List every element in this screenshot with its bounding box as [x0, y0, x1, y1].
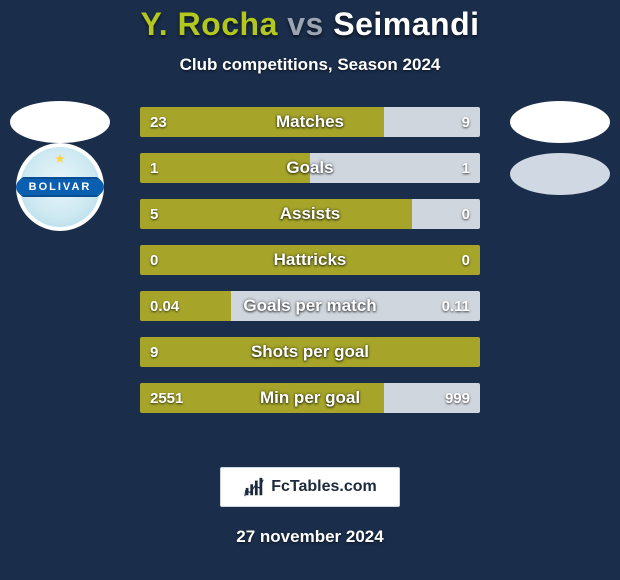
- stat-fill-left: [140, 383, 384, 413]
- stat-fill-right: [231, 291, 480, 321]
- subtitle: Club competitions, Season 2024: [0, 55, 620, 75]
- stat-fill-right: [310, 153, 480, 183]
- title-vs: vs: [287, 6, 324, 42]
- comparison-card: Y. Rocha vs Seimandi Club competitions, …: [0, 0, 620, 580]
- stat-row: Goals per match0.040.11: [140, 291, 480, 321]
- stat-row: Goals11: [140, 153, 480, 183]
- stats-stage: ★ BOLIVAR Matches239 Goals11 Assists50 Hatt…: [0, 107, 620, 437]
- brand-badge: FcTables.com: [220, 467, 400, 507]
- stat-row: Shots per goal9: [140, 337, 480, 367]
- title-player-1: Y. Rocha: [140, 6, 277, 42]
- stat-fill-right: [384, 383, 480, 413]
- player-1-club-badge: ★ BOLIVAR: [10, 137, 110, 237]
- player-2-avatar-placeholder: [510, 101, 610, 143]
- page-title: Y. Rocha vs Seimandi: [0, 6, 620, 43]
- stat-fill-left: [140, 107, 384, 137]
- star-icon: ★: [54, 151, 66, 167]
- stat-fill-left: [140, 245, 480, 275]
- stat-row: Min per goal2551999: [140, 383, 480, 413]
- stat-bars: Matches239 Goals11 Assists50 Hattricks00 Goa…: [140, 107, 480, 429]
- stat-row: Matches239: [140, 107, 480, 137]
- brand-text: FcTables.com: [271, 478, 377, 496]
- stat-row: Hattricks00: [140, 245, 480, 275]
- stat-row: Assists50: [140, 199, 480, 229]
- stat-fill-left: [140, 153, 310, 183]
- stat-fill-right: [384, 107, 480, 137]
- stat-fill-right: [412, 199, 480, 229]
- title-player-2: Seimandi: [333, 6, 479, 42]
- stat-fill-left: [140, 337, 480, 367]
- date-stamp: 27 november 2024: [0, 527, 620, 547]
- stat-fill-left: [140, 199, 412, 229]
- stat-fill-left: [140, 291, 231, 321]
- player-2-club-placeholder: [510, 153, 610, 195]
- bar-chart-icon: [243, 476, 265, 498]
- club-badge-band: BOLIVAR: [16, 177, 104, 197]
